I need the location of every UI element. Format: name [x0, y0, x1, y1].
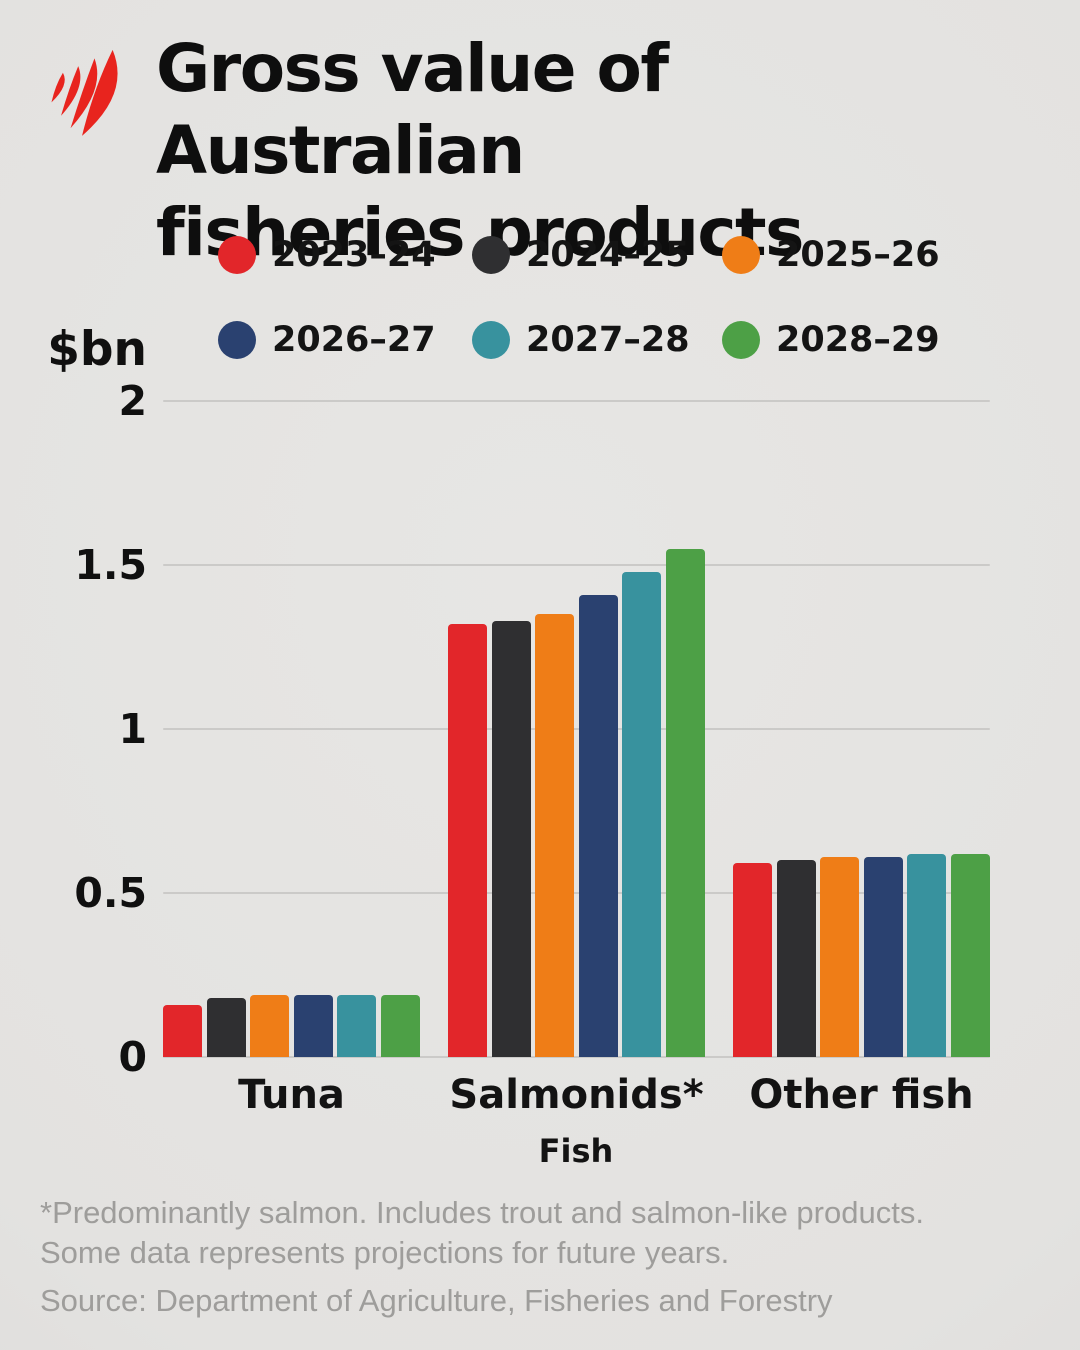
- bar: [622, 572, 662, 1057]
- bar: [820, 857, 860, 1057]
- plot-area: [163, 400, 990, 1058]
- footnote-line2: Some data represents projections for fut…: [40, 1235, 730, 1270]
- legend-label: 2024–25: [526, 235, 690, 275]
- legend-item: 2023–24: [218, 231, 436, 279]
- y-tick-label: 0.5: [74, 869, 147, 917]
- bar: [380, 995, 420, 1057]
- bar: [163, 1005, 202, 1057]
- legend-label: 2025–26: [776, 235, 940, 275]
- y-tick-label: 0: [118, 1033, 147, 1081]
- bar: [776, 860, 816, 1057]
- gridline: [163, 892, 990, 894]
- legend-swatch-icon: [722, 236, 760, 274]
- bar: [448, 624, 487, 1057]
- gridline: [163, 1056, 990, 1058]
- y-tick-label: 1.5: [74, 541, 147, 589]
- bar-group: [733, 401, 990, 1057]
- footnote-line1: *Predominantly salmon. Includes trout an…: [40, 1195, 924, 1230]
- legend-item: 2028–29: [722, 316, 940, 364]
- legend-swatch-icon: [472, 236, 510, 274]
- bar: [950, 854, 990, 1057]
- legend-item: 2027–28: [472, 316, 690, 364]
- legend-item: 2026–27: [218, 316, 436, 364]
- category-label: Other fish: [749, 1072, 974, 1118]
- page-title: Gross value of Australian fisheries prod…: [156, 28, 1056, 274]
- bar: [250, 995, 290, 1057]
- bar-group: [448, 401, 705, 1057]
- bar: [733, 863, 772, 1057]
- bar: [293, 995, 333, 1057]
- footnote: *Predominantly salmon. Includes trout an…: [40, 1193, 1050, 1273]
- gridline: [163, 400, 990, 402]
- sbs-logo-icon: [51, 49, 118, 136]
- legend-swatch-icon: [218, 321, 256, 359]
- legend-item: 2024–25: [472, 231, 690, 279]
- legend-label: 2027–28: [526, 320, 690, 360]
- source-credit: Source: Department of Agriculture, Fishe…: [40, 1283, 833, 1318]
- bar: [863, 857, 903, 1057]
- legend-item: 2025–26: [722, 231, 940, 279]
- y-axis-unit-label: $bn: [47, 322, 147, 377]
- gridline: [163, 564, 990, 566]
- category-label: Tuna: [238, 1072, 345, 1118]
- bar: [665, 549, 705, 1057]
- legend-label: 2026–27: [272, 320, 436, 360]
- y-tick-label: 1: [118, 705, 147, 753]
- bar: [337, 995, 377, 1057]
- legend-label: 2023–24: [272, 235, 436, 275]
- legend-swatch-icon: [472, 321, 510, 359]
- bar: [491, 621, 531, 1057]
- legend-swatch-icon: [218, 236, 256, 274]
- gridline: [163, 728, 990, 730]
- page-title-line1: Gross value of Australian: [156, 30, 669, 189]
- bar: [206, 998, 246, 1057]
- y-tick-label: 2: [118, 377, 147, 425]
- x-axis-title: Fish: [538, 1132, 614, 1170]
- bar-group: [163, 401, 420, 1057]
- bar: [907, 854, 947, 1057]
- category-label: Salmonids*: [449, 1072, 704, 1118]
- bar: [578, 595, 618, 1057]
- legend-swatch-icon: [722, 321, 760, 359]
- legend-label: 2028–29: [776, 320, 940, 360]
- bar: [535, 614, 575, 1057]
